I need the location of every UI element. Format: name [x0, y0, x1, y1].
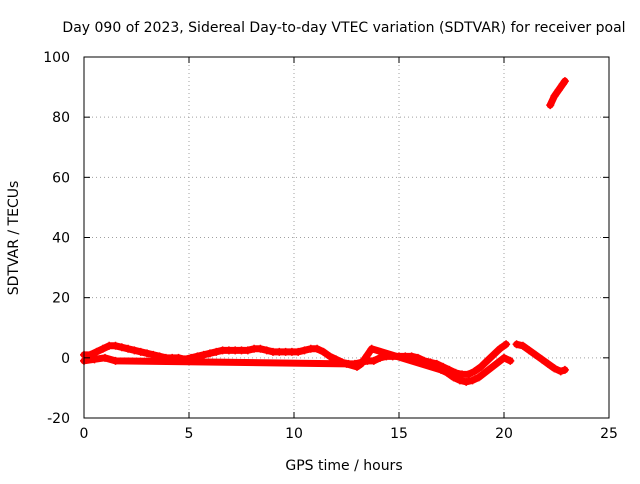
- data-point: [455, 376, 464, 385]
- data-point: [495, 344, 504, 353]
- data-point: [367, 344, 376, 353]
- y-tick-label: 80: [52, 110, 70, 126]
- series-trace: [513, 340, 569, 375]
- data-point: [111, 341, 120, 350]
- data-point: [369, 356, 378, 365]
- data-point: [537, 355, 546, 364]
- data-point: [512, 340, 521, 349]
- data-point: [531, 350, 540, 359]
- data-point: [294, 347, 303, 356]
- data-point: [560, 77, 569, 86]
- data-point: [243, 346, 252, 355]
- x-tick-label: 10: [285, 426, 303, 442]
- data-point: [101, 353, 109, 362]
- data-point: [443, 368, 452, 377]
- data-point: [449, 373, 458, 382]
- data-points: [80, 77, 569, 386]
- y-axis-label: SDTVAR / TECUs: [6, 181, 22, 296]
- data-point: [550, 364, 559, 373]
- data-point: [342, 359, 351, 368]
- x-tick-label: 20: [495, 426, 513, 442]
- data-point: [124, 344, 133, 353]
- data-point: [500, 353, 508, 362]
- data-point: [149, 350, 158, 359]
- data-point: [550, 92, 559, 101]
- data-point: [554, 86, 563, 95]
- y-tick-label: 40: [52, 231, 70, 247]
- data-point: [206, 349, 214, 358]
- data-point: [199, 350, 208, 359]
- data-point: [353, 362, 361, 371]
- y-tick-label: 0: [61, 351, 70, 367]
- data-point: [136, 347, 145, 356]
- data-point: [357, 359, 366, 368]
- data-point: [256, 344, 265, 353]
- data-point: [92, 347, 101, 356]
- data-point: [462, 377, 471, 386]
- x-tick-label: 0: [80, 426, 89, 442]
- y-tick-label: 100: [43, 50, 70, 66]
- x-axis-label: GPS time / hours: [285, 458, 402, 474]
- data-point: [518, 341, 527, 350]
- data-point: [468, 376, 477, 385]
- x-tick-label: 25: [600, 426, 618, 442]
- data-point: [506, 356, 515, 365]
- chart-title: Day 090 of 2023, Sidereal Day-to-day VTE…: [62, 20, 625, 36]
- data-point: [90, 355, 99, 364]
- data-point: [556, 367, 565, 376]
- data-point: [470, 367, 479, 376]
- data-point: [546, 101, 555, 110]
- axis-ticks: 0 5 10 15 20 25 -20 0 20 40 60 80 100: [43, 50, 618, 442]
- y-tick-label: 60: [52, 170, 70, 186]
- data-point: [130, 346, 139, 355]
- data-point: [502, 340, 511, 349]
- data-point: [525, 346, 534, 355]
- y-tick-label: -20: [47, 411, 70, 427]
- data-point: [325, 352, 334, 361]
- data-point: [376, 353, 385, 362]
- data-point: [489, 350, 498, 359]
- data-point: [212, 347, 221, 356]
- series-sdtvar-outlier: [546, 77, 569, 110]
- data-point: [262, 346, 271, 355]
- data-point: [483, 356, 492, 365]
- data-point: [476, 362, 485, 371]
- data-point: [544, 359, 553, 368]
- data-point: [474, 373, 483, 382]
- data-point: [111, 356, 120, 365]
- data-point: [437, 365, 445, 374]
- x-tick-label: 15: [390, 426, 408, 442]
- data-point: [319, 347, 328, 356]
- data-point: [117, 343, 126, 352]
- data-point: [464, 370, 473, 379]
- data-point: [363, 350, 372, 359]
- data-point: [300, 346, 309, 355]
- x-tick-label: 5: [185, 426, 194, 442]
- series-sdtvar-late: [512, 340, 569, 376]
- data-point: [143, 349, 151, 358]
- data-point: [313, 344, 322, 353]
- data-point: [560, 365, 569, 374]
- data-point: [98, 344, 107, 353]
- y-tick-label: 20: [52, 291, 70, 307]
